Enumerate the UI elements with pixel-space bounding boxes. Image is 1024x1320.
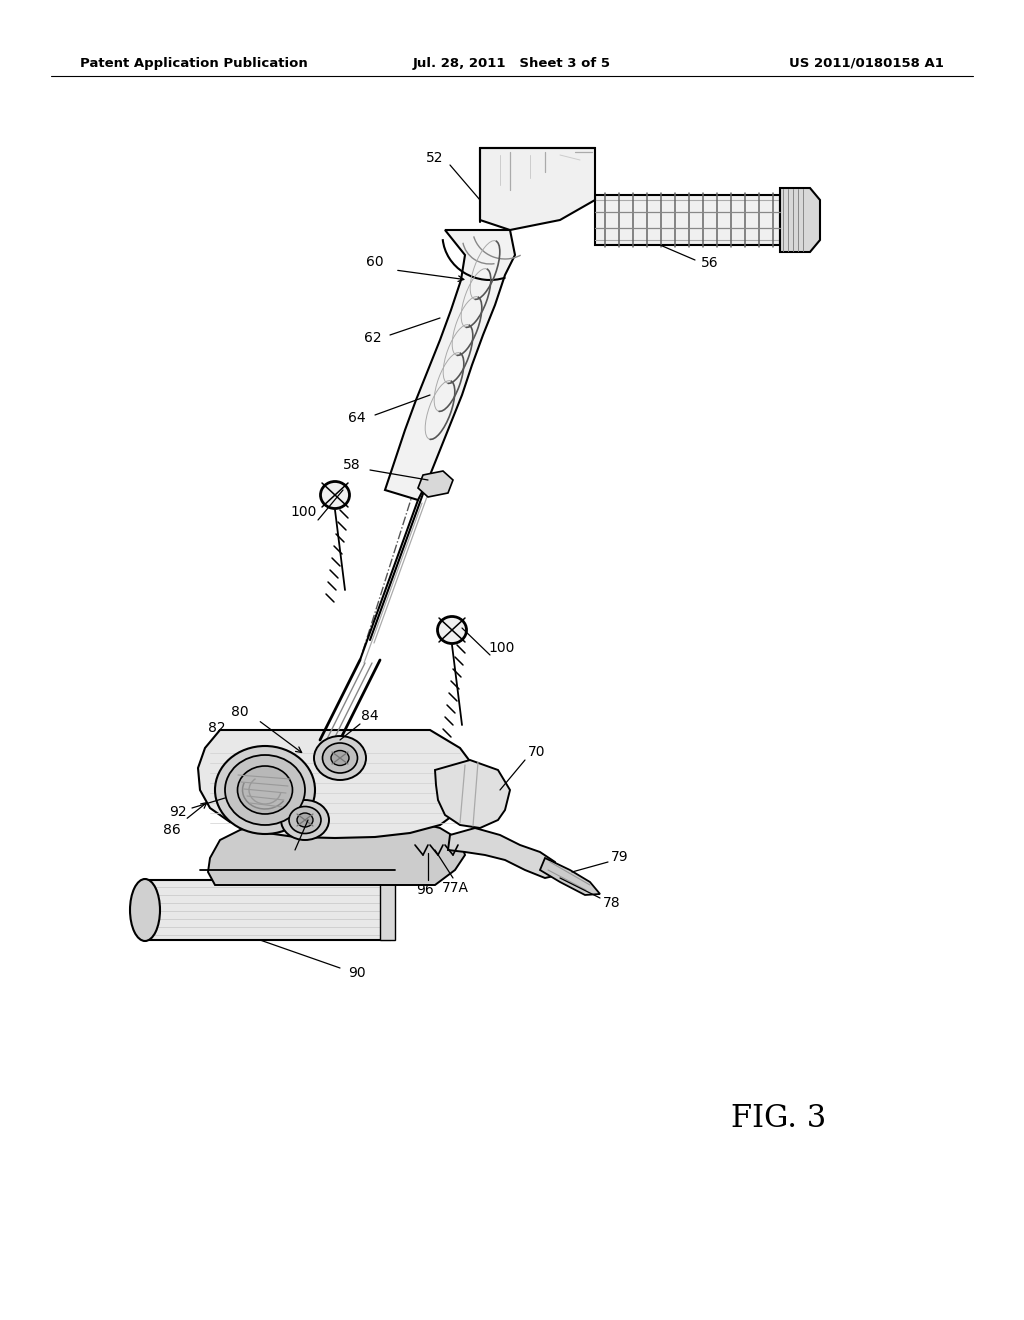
Ellipse shape <box>215 746 315 834</box>
Polygon shape <box>449 828 558 878</box>
Polygon shape <box>198 730 475 838</box>
Text: 90: 90 <box>348 966 366 979</box>
Ellipse shape <box>130 879 160 941</box>
Polygon shape <box>595 195 780 246</box>
Text: 79: 79 <box>611 850 629 865</box>
Text: 70: 70 <box>528 744 546 759</box>
Text: 100: 100 <box>488 642 515 655</box>
Text: Jul. 28, 2011   Sheet 3 of 5: Jul. 28, 2011 Sheet 3 of 5 <box>413 57 611 70</box>
Text: 62: 62 <box>365 331 382 345</box>
Polygon shape <box>385 230 515 500</box>
Text: 78: 78 <box>603 896 621 909</box>
Text: Patent Application Publication: Patent Application Publication <box>80 57 308 70</box>
Ellipse shape <box>238 766 293 814</box>
Text: 60: 60 <box>367 255 384 269</box>
Ellipse shape <box>331 751 349 766</box>
Text: 86: 86 <box>163 822 181 837</box>
Ellipse shape <box>319 480 350 510</box>
Text: FIG. 3: FIG. 3 <box>730 1104 826 1134</box>
Ellipse shape <box>323 743 357 774</box>
Polygon shape <box>480 148 595 230</box>
Text: 92: 92 <box>169 805 186 818</box>
Polygon shape <box>208 818 465 884</box>
Text: 80: 80 <box>231 705 249 719</box>
Polygon shape <box>145 880 390 940</box>
Ellipse shape <box>289 807 321 833</box>
Ellipse shape <box>281 800 329 840</box>
Text: 77A: 77A <box>441 880 469 895</box>
Text: 64: 64 <box>348 411 366 425</box>
Polygon shape <box>780 187 820 252</box>
Text: 56: 56 <box>701 256 719 271</box>
Polygon shape <box>380 880 395 940</box>
Text: US 2011/0180158 A1: US 2011/0180158 A1 <box>790 57 944 70</box>
Ellipse shape <box>437 616 467 644</box>
Text: 52: 52 <box>426 150 443 165</box>
Text: 82: 82 <box>208 721 226 735</box>
Text: 58: 58 <box>343 458 360 473</box>
Ellipse shape <box>225 755 305 825</box>
Ellipse shape <box>314 737 366 780</box>
Ellipse shape <box>297 813 313 828</box>
Polygon shape <box>435 760 510 828</box>
Polygon shape <box>540 858 600 895</box>
Text: 84: 84 <box>361 709 379 723</box>
Text: 100: 100 <box>291 506 317 519</box>
Text: 88: 88 <box>282 853 299 867</box>
Text: 96: 96 <box>416 883 434 898</box>
Polygon shape <box>418 471 453 498</box>
